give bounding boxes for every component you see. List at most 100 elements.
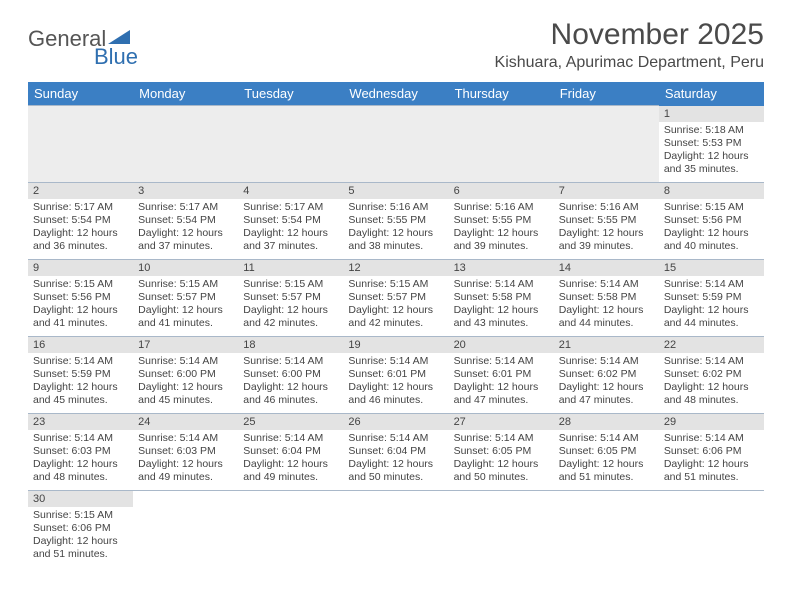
- empty-cell: [133, 491, 238, 568]
- day-detail: Sunrise: 5:18 AMSunset: 5:53 PMDaylight:…: [659, 122, 764, 178]
- sunset-text: Sunset: 6:01 PM: [454, 368, 549, 381]
- day-cell-inner: 9Sunrise: 5:15 AMSunset: 5:56 PMDaylight…: [28, 260, 133, 336]
- day-cell: 26Sunrise: 5:14 AMSunset: 6:04 PMDayligh…: [343, 414, 448, 491]
- day-cell-inner: 18Sunrise: 5:14 AMSunset: 6:00 PMDayligh…: [238, 337, 343, 413]
- day-cell: 2Sunrise: 5:17 AMSunset: 5:54 PMDaylight…: [28, 183, 133, 260]
- day-cell-inner: 5Sunrise: 5:16 AMSunset: 5:55 PMDaylight…: [343, 183, 448, 259]
- day-header: Saturday: [659, 82, 764, 106]
- daylight-text: Daylight: 12 hours and 51 minutes.: [33, 535, 128, 561]
- date-number: 17: [133, 337, 238, 353]
- date-number: 22: [659, 337, 764, 353]
- daylight-text: Daylight: 12 hours and 41 minutes.: [138, 304, 233, 330]
- date-number: 14: [554, 260, 659, 276]
- calendar-table: SundayMondayTuesdayWednesdayThursdayFrid…: [28, 82, 764, 568]
- day-cell: 30Sunrise: 5:15 AMSunset: 6:06 PMDayligh…: [28, 491, 133, 568]
- sunset-text: Sunset: 6:01 PM: [348, 368, 443, 381]
- day-cell: 17Sunrise: 5:14 AMSunset: 6:00 PMDayligh…: [133, 337, 238, 414]
- date-number: 29: [659, 414, 764, 430]
- daylight-text: Daylight: 12 hours and 42 minutes.: [243, 304, 338, 330]
- day-cell: 22Sunrise: 5:14 AMSunset: 6:02 PMDayligh…: [659, 337, 764, 414]
- day-detail: Sunrise: 5:15 AMSunset: 5:57 PMDaylight:…: [238, 276, 343, 332]
- date-number: 1: [659, 106, 764, 122]
- sunset-text: Sunset: 5:57 PM: [138, 291, 233, 304]
- day-detail: Sunrise: 5:14 AMSunset: 6:02 PMDaylight:…: [554, 353, 659, 409]
- date-number: 12: [343, 260, 448, 276]
- day-header: Friday: [554, 82, 659, 106]
- date-number: 23: [28, 414, 133, 430]
- day-detail: Sunrise: 5:15 AMSunset: 5:57 PMDaylight:…: [133, 276, 238, 332]
- date-number: 10: [133, 260, 238, 276]
- date-number: 28: [554, 414, 659, 430]
- sunrise-text: Sunrise: 5:14 AM: [138, 355, 233, 368]
- sunset-text: Sunset: 5:58 PM: [454, 291, 549, 304]
- page: General November 2025 Kishuara, Apurimac…: [0, 0, 792, 568]
- sunrise-text: Sunrise: 5:14 AM: [664, 432, 759, 445]
- sunrise-text: Sunrise: 5:14 AM: [559, 278, 654, 291]
- day-detail: Sunrise: 5:14 AMSunset: 5:59 PMDaylight:…: [659, 276, 764, 332]
- sunrise-text: Sunrise: 5:14 AM: [454, 278, 549, 291]
- calendar-week: 9Sunrise: 5:15 AMSunset: 5:56 PMDaylight…: [28, 260, 764, 337]
- sunrise-text: Sunrise: 5:14 AM: [559, 355, 654, 368]
- daylight-text: Daylight: 12 hours and 49 minutes.: [243, 458, 338, 484]
- day-detail: Sunrise: 5:14 AMSunset: 6:01 PMDaylight:…: [343, 353, 448, 409]
- day-cell: 29Sunrise: 5:14 AMSunset: 6:06 PMDayligh…: [659, 414, 764, 491]
- day-detail: Sunrise: 5:14 AMSunset: 5:58 PMDaylight:…: [449, 276, 554, 332]
- sunrise-text: Sunrise: 5:14 AM: [454, 355, 549, 368]
- daylight-text: Daylight: 12 hours and 49 minutes.: [138, 458, 233, 484]
- sunset-text: Sunset: 6:00 PM: [138, 368, 233, 381]
- date-number: 15: [659, 260, 764, 276]
- day-cell-inner: 21Sunrise: 5:14 AMSunset: 6:02 PMDayligh…: [554, 337, 659, 413]
- day-detail: Sunrise: 5:14 AMSunset: 6:02 PMDaylight:…: [659, 353, 764, 409]
- empty-cell: [449, 106, 554, 183]
- calendar-week: 1Sunrise: 5:18 AMSunset: 5:53 PMDaylight…: [28, 106, 764, 183]
- sunrise-text: Sunrise: 5:17 AM: [138, 201, 233, 214]
- day-detail: Sunrise: 5:17 AMSunset: 5:54 PMDaylight:…: [238, 199, 343, 255]
- day-cell: 6Sunrise: 5:16 AMSunset: 5:55 PMDaylight…: [449, 183, 554, 260]
- sunrise-text: Sunrise: 5:16 AM: [348, 201, 443, 214]
- calendar-week: 16Sunrise: 5:14 AMSunset: 5:59 PMDayligh…: [28, 337, 764, 414]
- calendar-week: 23Sunrise: 5:14 AMSunset: 6:03 PMDayligh…: [28, 414, 764, 491]
- empty-cell: [238, 106, 343, 183]
- date-number: 30: [28, 491, 133, 507]
- day-cell: 9Sunrise: 5:15 AMSunset: 5:56 PMDaylight…: [28, 260, 133, 337]
- logo-text-blue-wrap: Blue: [94, 44, 138, 70]
- daylight-text: Daylight: 12 hours and 40 minutes.: [664, 227, 759, 253]
- sunset-text: Sunset: 6:05 PM: [559, 445, 654, 458]
- sunrise-text: Sunrise: 5:14 AM: [243, 432, 338, 445]
- day-detail: Sunrise: 5:16 AMSunset: 5:55 PMDaylight:…: [449, 199, 554, 255]
- calendar-week: 30Sunrise: 5:15 AMSunset: 6:06 PMDayligh…: [28, 491, 764, 568]
- day-header: Wednesday: [343, 82, 448, 106]
- day-cell-inner: 25Sunrise: 5:14 AMSunset: 6:04 PMDayligh…: [238, 414, 343, 490]
- day-cell-inner: 30Sunrise: 5:15 AMSunset: 6:06 PMDayligh…: [28, 491, 133, 568]
- sunset-text: Sunset: 6:05 PM: [454, 445, 549, 458]
- date-number: 13: [449, 260, 554, 276]
- sunset-text: Sunset: 5:55 PM: [348, 214, 443, 227]
- date-number: 8: [659, 183, 764, 199]
- day-cell-inner: 23Sunrise: 5:14 AMSunset: 6:03 PMDayligh…: [28, 414, 133, 490]
- day-cell-inner: 13Sunrise: 5:14 AMSunset: 5:58 PMDayligh…: [449, 260, 554, 336]
- logo-text-blue: Blue: [94, 44, 138, 69]
- sunset-text: Sunset: 5:59 PM: [33, 368, 128, 381]
- sunset-text: Sunset: 5:54 PM: [243, 214, 338, 227]
- date-number: 18: [238, 337, 343, 353]
- daylight-text: Daylight: 12 hours and 39 minutes.: [559, 227, 654, 253]
- day-header: Tuesday: [238, 82, 343, 106]
- day-cell: 19Sunrise: 5:14 AMSunset: 6:01 PMDayligh…: [343, 337, 448, 414]
- sunrise-text: Sunrise: 5:14 AM: [454, 432, 549, 445]
- daylight-text: Daylight: 12 hours and 46 minutes.: [348, 381, 443, 407]
- sunrise-text: Sunrise: 5:15 AM: [348, 278, 443, 291]
- daylight-text: Daylight: 12 hours and 38 minutes.: [348, 227, 443, 253]
- day-cell-inner: 8Sunrise: 5:15 AMSunset: 5:56 PMDaylight…: [659, 183, 764, 259]
- day-cell: 24Sunrise: 5:14 AMSunset: 6:03 PMDayligh…: [133, 414, 238, 491]
- day-cell-inner: 28Sunrise: 5:14 AMSunset: 6:05 PMDayligh…: [554, 414, 659, 490]
- day-cell: 25Sunrise: 5:14 AMSunset: 6:04 PMDayligh…: [238, 414, 343, 491]
- daylight-text: Daylight: 12 hours and 37 minutes.: [243, 227, 338, 253]
- sunrise-text: Sunrise: 5:15 AM: [33, 509, 128, 522]
- daylight-text: Daylight: 12 hours and 47 minutes.: [559, 381, 654, 407]
- empty-cell: [133, 106, 238, 183]
- daylight-text: Daylight: 12 hours and 45 minutes.: [33, 381, 128, 407]
- day-detail: Sunrise: 5:14 AMSunset: 6:06 PMDaylight:…: [659, 430, 764, 486]
- sunrise-text: Sunrise: 5:14 AM: [664, 355, 759, 368]
- day-cell: 1Sunrise: 5:18 AMSunset: 5:53 PMDaylight…: [659, 106, 764, 183]
- day-cell: 23Sunrise: 5:14 AMSunset: 6:03 PMDayligh…: [28, 414, 133, 491]
